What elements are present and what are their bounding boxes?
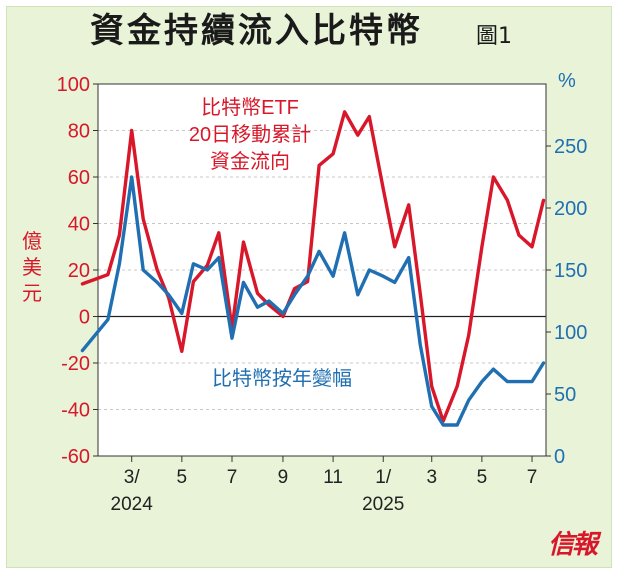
left-axis-tick-label: 60 xyxy=(68,167,90,189)
left-axis-tick-label: 20 xyxy=(68,260,90,282)
chart-annotation: 比特幣按年變幅 xyxy=(212,367,352,390)
chart-annotation: 比特幣ETF xyxy=(201,96,299,119)
x-axis-tick-label: 5 xyxy=(477,467,488,488)
x-axis-year-label: 2025 xyxy=(362,494,404,515)
x-axis-tick-label: 3/ xyxy=(124,467,141,488)
left-axis-unit: 億美元 xyxy=(22,229,42,305)
right-axis-tick-label: 200 xyxy=(554,198,587,220)
figure-label: 圖1 xyxy=(476,24,512,49)
right-axis-tick-label: 0 xyxy=(554,446,565,468)
x-axis-tick-label: 9 xyxy=(278,467,289,488)
right-axis-tick-label: 250 xyxy=(554,136,587,158)
x-axis-tick-label: 7 xyxy=(527,467,538,488)
left-axis-tick-label: 0 xyxy=(79,307,90,329)
x-axis-tick-label: 11 xyxy=(323,467,343,488)
right-axis-tick-label: 50 xyxy=(554,384,576,406)
chart-annotation: 資金流向 xyxy=(210,150,290,173)
x-axis-tick-label: 5 xyxy=(177,467,188,488)
chart-annotation: 20日移動累計 xyxy=(189,123,311,146)
left-axis-tick-label: -40 xyxy=(61,400,90,422)
right-axis-tick-label: 100 xyxy=(554,322,587,344)
left-axis-tick-label: 80 xyxy=(68,121,90,143)
left-axis-tick-label: -60 xyxy=(61,446,90,468)
x-axis-tick-label: 3 xyxy=(426,467,437,488)
publisher-logo: 信報 xyxy=(548,530,598,560)
left-axis-tick-label: 40 xyxy=(68,214,90,236)
right-axis-tick-label: 150 xyxy=(554,260,587,282)
x-axis-year-label: 2024 xyxy=(111,494,154,515)
right-axis-unit: % xyxy=(558,70,576,92)
x-axis-tick-label: 7 xyxy=(227,467,238,488)
yoy-change-series-line xyxy=(80,175,546,427)
left-axis-tick-label: -20 xyxy=(61,353,90,375)
left-axis-tick-label: 100 xyxy=(57,74,90,96)
x-axis-tick-label: 1/ xyxy=(375,467,392,488)
chart-title: 資金持續流入比特幣 xyxy=(90,11,423,51)
fund-flow-series-line xyxy=(80,110,546,423)
